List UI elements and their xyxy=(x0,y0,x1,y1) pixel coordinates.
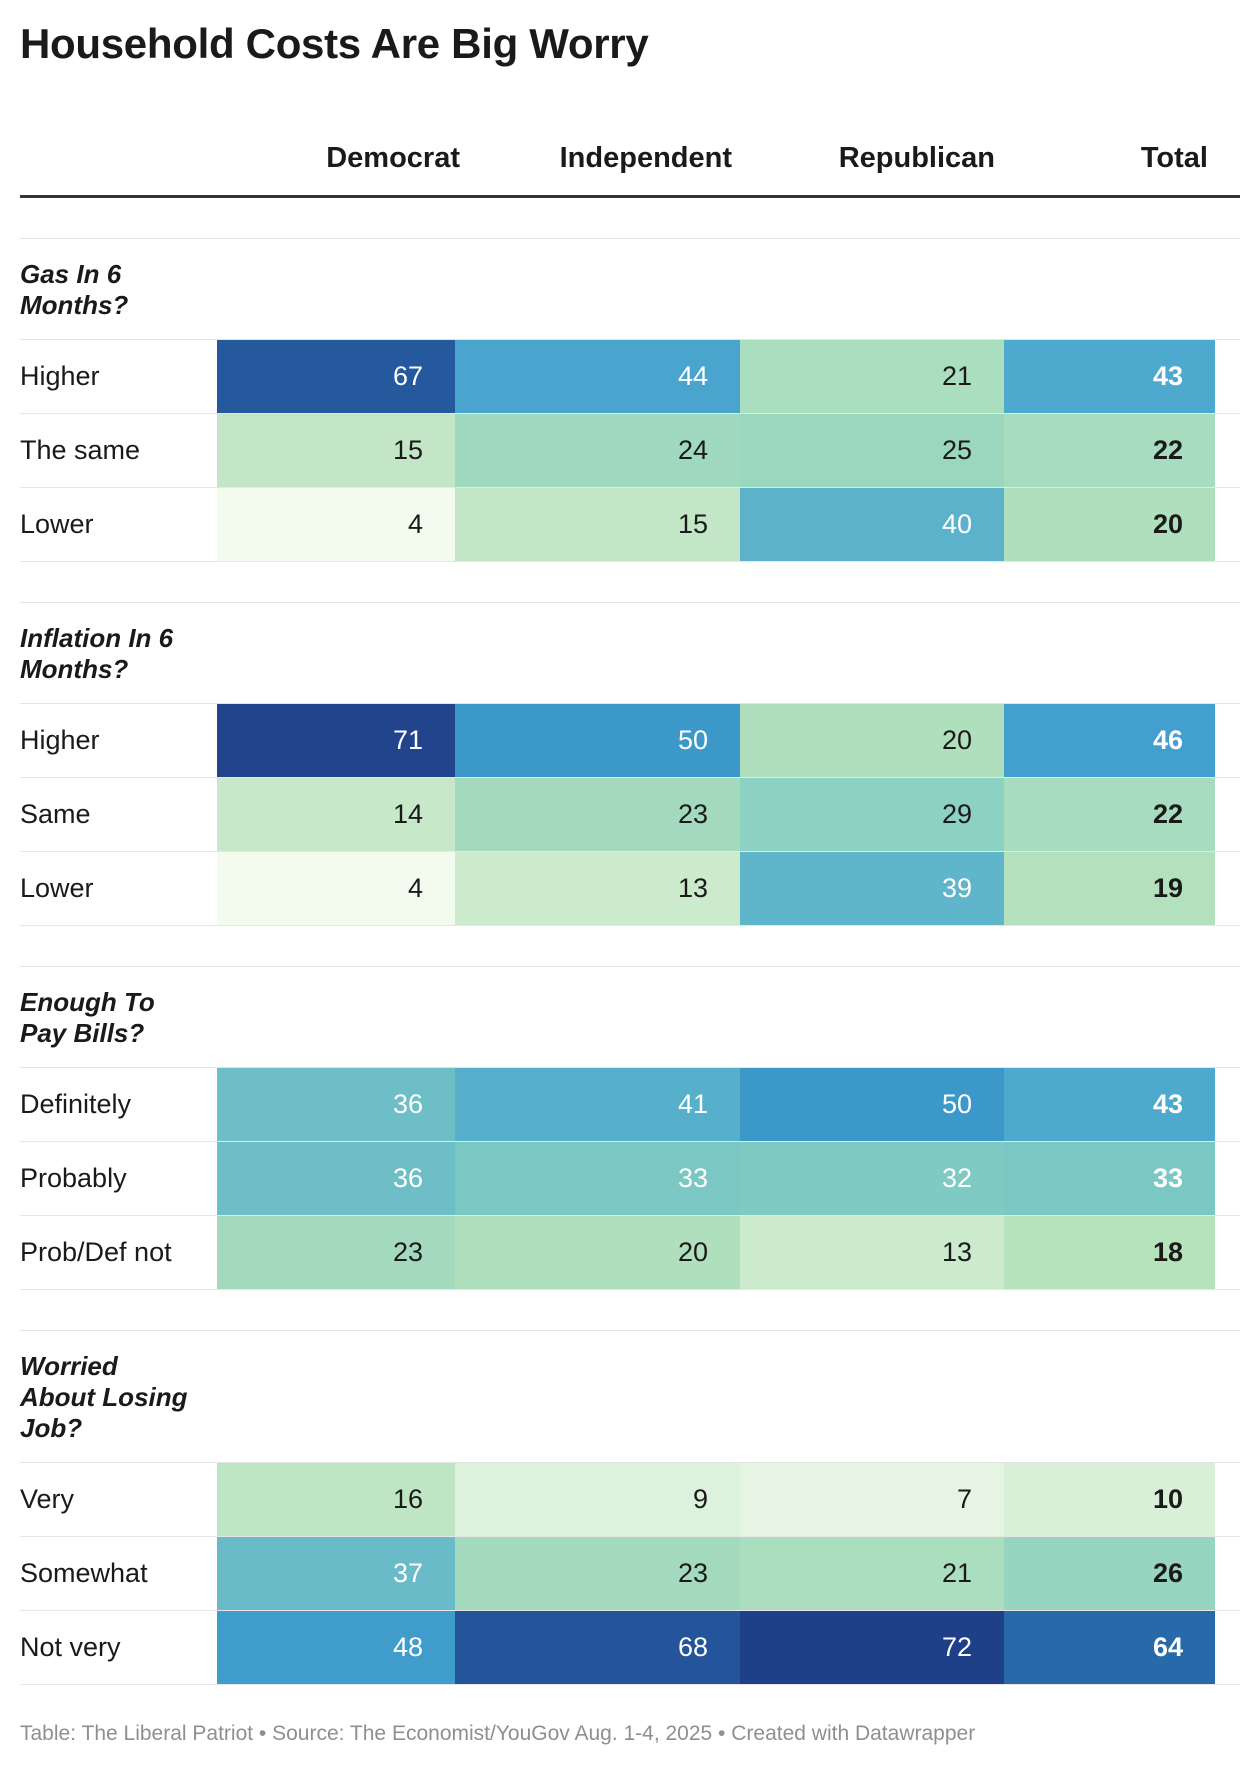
value-cell-total: 33 xyxy=(1004,1142,1215,1215)
value-cell-independent: 9 xyxy=(455,1463,740,1536)
table-row: Somewhat 37 23 21 26 xyxy=(20,1537,1240,1611)
table-row: Lower 4 13 39 19 xyxy=(20,852,1240,926)
group-header: Enough To Pay Bills? xyxy=(20,966,1240,1068)
table-row: Very 16 9 7 10 xyxy=(20,1463,1240,1537)
value-cell-independent: 50 xyxy=(455,704,740,777)
row-label: Somewhat xyxy=(20,1558,148,1588)
table-footer: Table: The Liberal Patriot • Source: The… xyxy=(20,1722,976,1745)
value-cell-independent: 15 xyxy=(455,488,740,561)
row-label: Very xyxy=(20,1484,75,1514)
column-header-total: Total xyxy=(1140,142,1208,174)
row-label: Higher xyxy=(20,725,100,755)
column-header-independent: Independent xyxy=(559,142,732,174)
group-header-label: Gas In 6 Months? xyxy=(20,259,129,320)
value-cell-total: 43 xyxy=(1004,1068,1215,1141)
row-label: Probably xyxy=(20,1163,127,1193)
row-label: Lower xyxy=(20,873,94,903)
row-label: Same xyxy=(20,799,91,829)
value-cell-democrat: 71 xyxy=(217,704,455,777)
group-header-label: Inflation In 6 Months? xyxy=(20,623,174,684)
value-cell-independent: 23 xyxy=(455,778,740,851)
group-gap xyxy=(20,562,1240,602)
table-row: Higher 67 44 21 43 xyxy=(20,340,1240,414)
value-cell-democrat: 4 xyxy=(217,852,455,925)
row-label: Definitely xyxy=(20,1089,132,1119)
group-header-label: Enough To Pay Bills? xyxy=(20,987,155,1048)
value-cell-republican: 29 xyxy=(740,778,1004,851)
table-row: Not very 48 68 72 64 xyxy=(20,1611,1240,1685)
value-cell-independent: 41 xyxy=(455,1068,740,1141)
value-cell-total: 46 xyxy=(1004,704,1215,777)
value-cell-independent: 20 xyxy=(455,1216,740,1289)
value-cell-republican: 39 xyxy=(740,852,1004,925)
value-cell-total: 19 xyxy=(1004,852,1215,925)
value-cell-democrat: 16 xyxy=(217,1463,455,1536)
group-header: Worried About Losing Job? xyxy=(20,1330,1240,1463)
table-container: Household Costs Are Big Worry Democrat I… xyxy=(20,0,1240,1685)
value-cell-democrat: 48 xyxy=(217,1611,455,1684)
value-cell-independent: 13 xyxy=(455,852,740,925)
value-cell-republican: 72 xyxy=(740,1611,1004,1684)
value-cell-democrat: 36 xyxy=(217,1068,455,1141)
row-label: Higher xyxy=(20,361,100,391)
value-cell-republican: 13 xyxy=(740,1216,1004,1289)
value-cell-republican: 40 xyxy=(740,488,1004,561)
table-row: Lower 4 15 40 20 xyxy=(20,488,1240,562)
value-cell-republican: 50 xyxy=(740,1068,1004,1141)
column-header-republican: Republican xyxy=(838,142,995,174)
value-cell-democrat: 36 xyxy=(217,1142,455,1215)
value-cell-republican: 7 xyxy=(740,1463,1004,1536)
value-cell-total: 26 xyxy=(1004,1537,1215,1610)
value-cell-total: 43 xyxy=(1004,340,1215,413)
table-row: The same 15 24 25 22 xyxy=(20,414,1240,488)
value-cell-republican: 25 xyxy=(740,414,1004,487)
value-cell-republican: 20 xyxy=(740,704,1004,777)
value-cell-democrat: 4 xyxy=(217,488,455,561)
value-cell-total: 22 xyxy=(1004,414,1215,487)
chart-title: Household Costs Are Big Worry xyxy=(20,20,649,67)
column-header-row: Democrat Independent Republican Total xyxy=(20,78,1240,198)
row-label: Prob/Def not xyxy=(20,1237,172,1267)
value-cell-independent: 24 xyxy=(455,414,740,487)
value-cell-total: 64 xyxy=(1004,1611,1215,1684)
value-cell-total: 20 xyxy=(1004,488,1215,561)
value-cell-democrat: 14 xyxy=(217,778,455,851)
value-cell-total: 10 xyxy=(1004,1463,1215,1536)
value-cell-republican: 21 xyxy=(740,340,1004,413)
table-row: Higher 71 50 20 46 xyxy=(20,704,1240,778)
header-spacer xyxy=(20,198,1240,238)
group-gap xyxy=(20,1290,1240,1330)
value-cell-independent: 23 xyxy=(455,1537,740,1610)
group-gap xyxy=(20,926,1240,966)
row-label: Lower xyxy=(20,509,94,539)
value-cell-republican: 32 xyxy=(740,1142,1004,1215)
table-body: Gas In 6 Months? Higher 67 44 21 43 The same 15… xyxy=(20,238,1240,1685)
row-label: The same xyxy=(20,435,141,465)
row-label: Not very xyxy=(20,1632,121,1662)
value-cell-democrat: 15 xyxy=(217,414,455,487)
value-cell-democrat: 23 xyxy=(217,1216,455,1289)
value-cell-total: 22 xyxy=(1004,778,1215,851)
value-cell-republican: 21 xyxy=(740,1537,1004,1610)
value-cell-independent: 44 xyxy=(455,340,740,413)
group-header: Inflation In 6 Months? xyxy=(20,602,1240,704)
table-row: Prob/Def not 23 20 13 18 xyxy=(20,1216,1240,1290)
value-cell-independent: 33 xyxy=(455,1142,740,1215)
column-header-democrat: Democrat xyxy=(326,142,460,174)
table-row: Same 14 23 29 22 xyxy=(20,778,1240,852)
value-cell-total: 18 xyxy=(1004,1216,1215,1289)
value-cell-democrat: 67 xyxy=(217,340,455,413)
value-cell-democrat: 37 xyxy=(217,1537,455,1610)
table-row: Definitely 36 41 50 43 xyxy=(20,1068,1240,1142)
table-row: Probably 36 33 32 33 xyxy=(20,1142,1240,1216)
group-header-label: Worried About Losing Job? xyxy=(20,1351,188,1443)
group-header: Gas In 6 Months? xyxy=(20,238,1240,340)
value-cell-independent: 68 xyxy=(455,1611,740,1684)
